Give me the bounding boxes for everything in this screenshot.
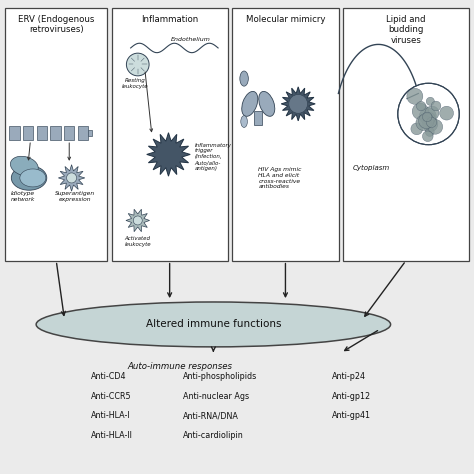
Polygon shape xyxy=(58,164,85,191)
Circle shape xyxy=(422,131,433,142)
Text: Anti-CCR5: Anti-CCR5 xyxy=(91,392,131,401)
Circle shape xyxy=(426,97,434,105)
Bar xyxy=(112,8,228,261)
Polygon shape xyxy=(281,87,315,121)
Circle shape xyxy=(431,101,441,111)
Bar xyxy=(78,127,88,140)
Ellipse shape xyxy=(36,302,391,347)
Bar xyxy=(9,127,19,140)
Text: Superantigen
expression: Superantigen expression xyxy=(55,191,95,202)
Circle shape xyxy=(66,173,77,183)
Polygon shape xyxy=(147,133,190,176)
Circle shape xyxy=(419,108,436,124)
Text: HIV Ags mimic
HLA and elicit
cross-reactive
antibodies: HIV Ags mimic HLA and elicit cross-react… xyxy=(258,167,301,190)
Ellipse shape xyxy=(11,165,47,190)
Circle shape xyxy=(425,128,434,137)
Polygon shape xyxy=(126,209,150,232)
Text: Anti-CD4: Anti-CD4 xyxy=(91,372,126,381)
Text: Altered immune functions: Altered immune functions xyxy=(146,319,281,329)
Circle shape xyxy=(422,112,432,122)
Circle shape xyxy=(416,115,431,130)
Text: Anti-HLA-I: Anti-HLA-I xyxy=(91,411,130,420)
Text: Anti-RNA/DNA: Anti-RNA/DNA xyxy=(182,411,238,420)
Circle shape xyxy=(398,83,459,145)
Circle shape xyxy=(289,94,308,113)
Text: Cytoplasm: Cytoplasm xyxy=(353,164,390,171)
Text: Anti-p24: Anti-p24 xyxy=(331,372,365,381)
Bar xyxy=(343,8,469,261)
Bar xyxy=(88,130,92,137)
Text: Endothelium: Endothelium xyxy=(171,37,210,42)
Ellipse shape xyxy=(241,116,247,128)
Text: Activated
leukocyte: Activated leukocyte xyxy=(125,236,151,247)
Text: Auto-immune responses: Auto-immune responses xyxy=(128,362,233,371)
Text: Anti-cardiolipin: Anti-cardiolipin xyxy=(182,431,244,440)
Ellipse shape xyxy=(20,169,46,187)
Bar xyxy=(23,127,33,140)
Text: ERV (Endogenous
retroviruses): ERV (Endogenous retroviruses) xyxy=(18,15,94,34)
Circle shape xyxy=(412,103,428,119)
Circle shape xyxy=(416,101,426,111)
Text: Anti-nuclear Ags: Anti-nuclear Ags xyxy=(182,392,249,401)
Ellipse shape xyxy=(259,91,275,116)
Circle shape xyxy=(428,119,443,134)
Circle shape xyxy=(440,106,454,120)
Ellipse shape xyxy=(240,71,248,86)
Circle shape xyxy=(427,117,437,128)
Circle shape xyxy=(423,112,435,124)
Text: Idiotype
network: Idiotype network xyxy=(11,191,36,202)
Circle shape xyxy=(127,53,149,76)
Text: Molecular mimicry: Molecular mimicry xyxy=(246,15,325,24)
Text: Lipid and
budding
viruses: Lipid and budding viruses xyxy=(386,15,426,45)
Text: Anti-HLA-II: Anti-HLA-II xyxy=(91,431,132,440)
Circle shape xyxy=(411,123,423,135)
Text: Inflammatory
trigger
(infection,
Auto/allo-
antigen): Inflammatory trigger (infection, Auto/al… xyxy=(194,143,231,171)
Circle shape xyxy=(407,88,423,104)
Bar xyxy=(232,8,338,261)
Bar xyxy=(5,8,107,261)
Text: Inflammation: Inflammation xyxy=(141,15,198,24)
Circle shape xyxy=(422,116,438,132)
Bar xyxy=(255,111,262,125)
Ellipse shape xyxy=(242,91,258,116)
Text: Resting
leukocyte: Resting leukocyte xyxy=(122,78,149,89)
Bar xyxy=(36,127,47,140)
Circle shape xyxy=(425,106,439,120)
Text: Anti-gp12: Anti-gp12 xyxy=(331,392,371,401)
Circle shape xyxy=(133,216,142,225)
Text: Anti-phospholipids: Anti-phospholipids xyxy=(182,372,257,381)
Ellipse shape xyxy=(10,156,38,176)
Bar xyxy=(64,127,74,140)
Bar xyxy=(50,127,61,140)
Text: Anti-gp41: Anti-gp41 xyxy=(331,411,371,420)
Circle shape xyxy=(419,113,434,128)
